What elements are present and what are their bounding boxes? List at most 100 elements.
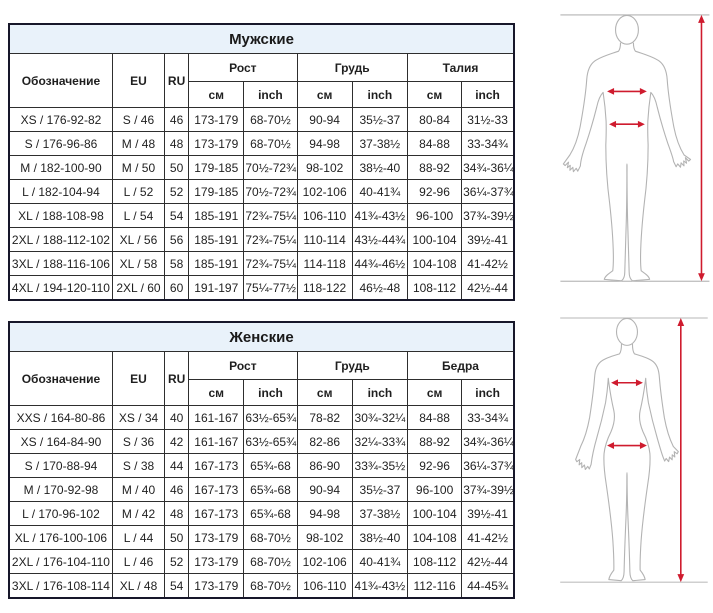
- table-cell: 86-90: [296, 453, 353, 478]
- table-cell: 179-185: [188, 179, 245, 204]
- column-group-chest: Грудь: [296, 351, 409, 380]
- column-header-eu: EU: [111, 53, 166, 108]
- male-body-outline: [562, 42, 692, 282]
- table-cell: 36¼-37¾: [461, 453, 515, 478]
- table-cell: XL / 48: [111, 573, 166, 599]
- table-cell: 63½-65¾: [243, 405, 298, 430]
- table-cell: XL / 58: [111, 251, 166, 276]
- table-cell: 46: [164, 107, 190, 132]
- subheader-cm: см: [296, 379, 353, 406]
- table-cell: 106-110: [296, 203, 353, 228]
- table-cell: 68-70½: [243, 131, 298, 156]
- mens-table-title: Мужские: [8, 23, 515, 54]
- table-cell: 96-100: [406, 477, 463, 502]
- table-cell: 161-167: [188, 405, 245, 430]
- table-cell: 75¼-77½: [243, 275, 298, 301]
- table-cell: 185-191: [188, 251, 245, 276]
- table-cell: S / 176-96-86: [8, 131, 113, 156]
- table-cell: XXS / 164-80-86: [8, 405, 113, 430]
- table-cell: 70½-72¾: [243, 155, 298, 180]
- table-cell: L / 44: [111, 525, 166, 550]
- table-cell: 32¼-33¾: [351, 429, 409, 454]
- height-measure-arrow: [698, 14, 705, 282]
- table-cell: 3XL / 176-108-114: [8, 573, 113, 599]
- table-cell: 94-98: [296, 131, 353, 156]
- table-cell: 34¾-36¼: [461, 155, 515, 180]
- mens-size-table: Мужские Обозначение EU RU Рост Грудь Тал…: [8, 23, 515, 301]
- subheader-inch: inch: [461, 81, 515, 108]
- table-cell: 42: [164, 429, 190, 454]
- table-cell: 31½-33: [461, 107, 515, 132]
- column-header-designation: Обозначение: [8, 53, 113, 108]
- table-cell: 35½-37: [351, 107, 408, 132]
- table-cell: M / 170-92-98: [8, 477, 113, 502]
- table-cell: 2XL / 188-112-102: [8, 227, 113, 252]
- table-row: S / 170-88-94 S / 38 44 167-173 65¾-68 86-90 3…: [8, 453, 515, 478]
- table-cell: S / 170-88-94: [8, 453, 113, 478]
- table-cell: 33-34¾: [461, 405, 515, 430]
- column-group-height: Рост: [188, 351, 298, 380]
- chest-measure-arrow: [607, 88, 647, 95]
- table-cell: 41-42½: [461, 251, 515, 276]
- table-cell: 34¾-36¼: [461, 429, 515, 454]
- table-cell: 4XL / 194-120-110: [8, 275, 113, 301]
- table-cell: XS / 176-92-82: [8, 107, 113, 132]
- table-cell: 185-191: [188, 203, 245, 228]
- table-cell: 179-185: [188, 155, 245, 180]
- table-cell: L / 52: [111, 179, 166, 204]
- table-cell: 65¾-68: [243, 477, 298, 502]
- table-cell: 173-179: [188, 573, 245, 599]
- male-head-outline: [614, 14, 639, 45]
- table-cell: 112-116: [406, 573, 463, 599]
- table-cell: 82-86: [296, 429, 353, 454]
- table-cell: 68-70½: [243, 525, 298, 550]
- table-cell: 41-42½: [461, 525, 515, 550]
- table-row: L / 170-96-102 M / 42 48 167-173 65¾-68 94-98…: [8, 501, 515, 526]
- table-cell: 63½-65¾: [243, 429, 298, 454]
- table-cell: 191-197: [188, 275, 245, 301]
- table-cell: 37-38½: [351, 501, 409, 526]
- table-cell: L / 182-104-94: [8, 179, 113, 204]
- table-cell: 35½-37: [351, 477, 409, 502]
- womens-size-table: Женские Обозначение EU RU Рост Грудь Бед…: [8, 321, 515, 599]
- column-header-ru: RU: [164, 351, 190, 406]
- table-cell: 33¾-35½: [351, 453, 409, 478]
- table-cell: 173-179: [188, 549, 245, 574]
- subheader-inch: inch: [351, 81, 408, 108]
- table-row: 4XL / 194-120-110 2XL / 60 60 191-197 75¼-77…: [8, 275, 515, 301]
- subheader-inch: inch: [243, 81, 298, 108]
- table-cell: 84-88: [406, 131, 463, 156]
- column-group-height: Рост: [188, 53, 298, 82]
- table-cell: 92-96: [406, 179, 463, 204]
- table-cell: 88-92: [406, 155, 463, 180]
- table-cell: XL / 176-100-106: [8, 525, 113, 550]
- table-cell: 38½-40: [351, 525, 409, 550]
- table-cell: 161-167: [188, 429, 245, 454]
- subheader-inch: inch: [351, 379, 409, 406]
- table-cell: 70½-72¾: [243, 179, 298, 204]
- table-cell: XL / 188-108-98: [8, 203, 113, 228]
- table-row: L / 182-104-94 L / 52 52 179-185 70½-72¾ 102-…: [8, 179, 515, 204]
- column-header-designation: Обозначение: [8, 351, 113, 406]
- table-cell: 50: [164, 155, 190, 180]
- table-cell: M / 48: [111, 131, 166, 156]
- table-cell: 41¾-43½: [351, 573, 409, 599]
- table-cell: 33-34¾: [461, 131, 515, 156]
- table-cell: 98-102: [296, 525, 353, 550]
- table-cell: 88-92: [406, 429, 463, 454]
- table-cell: 90-94: [296, 477, 353, 502]
- table-cell: S / 38: [111, 453, 166, 478]
- table-row: XS / 176-92-82 S / 46 46 173-179 68-70½ 90-94…: [8, 107, 515, 132]
- table-cell: 43½-44¾: [351, 227, 408, 252]
- table-cell: 94-98: [296, 501, 353, 526]
- table-cell: 46: [164, 477, 190, 502]
- table-cell: 38½-40: [351, 155, 408, 180]
- table-cell: 68-70½: [243, 107, 298, 132]
- column-header-ru: RU: [164, 53, 190, 108]
- table-cell: XS / 164-84-90: [8, 429, 113, 454]
- female-head-outline: [615, 317, 638, 346]
- table-cell: 44: [164, 453, 190, 478]
- table-cell: 72¾-75¼: [243, 227, 298, 252]
- table-cell: 54: [164, 203, 190, 228]
